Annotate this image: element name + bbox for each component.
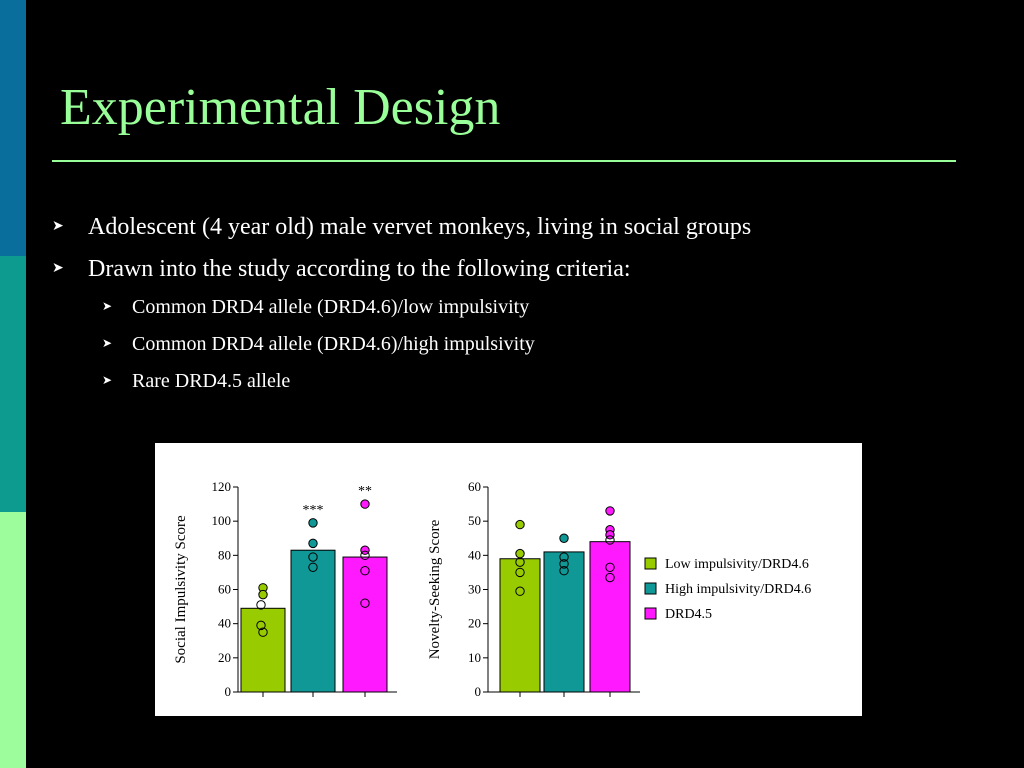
data-point <box>256 620 266 631</box>
data-point <box>605 572 615 583</box>
bar <box>589 541 631 693</box>
data-point <box>515 567 525 578</box>
bar <box>240 607 286 693</box>
y-tick-label: 20 <box>218 650 231 665</box>
side-strip-teal <box>0 256 26 512</box>
sub-bullet-text: Rare DRD4.5 allele <box>132 370 291 392</box>
y-axis-label: Novelty-Seeking Score <box>427 519 443 659</box>
data-point <box>559 566 569 576</box>
data-point <box>605 530 615 540</box>
data-point <box>515 557 525 567</box>
bar <box>543 551 585 693</box>
data-point <box>515 586 525 596</box>
arrowhead-bullet-icon: ➤ <box>102 299 113 313</box>
arrowhead-bullet-icon: ➤ <box>52 261 64 276</box>
bullet-item: ➤ Adolescent (4 year old) male vervet mo… <box>52 214 752 241</box>
data-point <box>360 566 370 576</box>
arrowhead-bullet-icon: ➤ <box>52 219 64 234</box>
sub-bullet-text: Common DRD4 allele (DRD4.6)/high impulsi… <box>132 333 535 355</box>
data-point <box>605 562 615 572</box>
data-point <box>360 550 370 561</box>
data-point <box>308 552 318 562</box>
y-tick-label: 0 <box>475 684 482 699</box>
side-color-strip <box>0 0 26 768</box>
y-tick-label: 10 <box>468 650 481 665</box>
data-point <box>559 552 569 562</box>
legend-label: DRD4.5 <box>665 607 712 622</box>
y-tick-label: 20 <box>468 616 481 631</box>
title-underline <box>52 160 956 162</box>
sub-bullet-text: Common DRD4 allele (DRD4.6)/low impulsiv… <box>132 296 530 318</box>
y-tick-label: 0 <box>225 684 232 699</box>
significance-annotation: ** <box>358 484 372 499</box>
legend-swatch <box>644 607 657 620</box>
y-tick-label: 40 <box>218 616 231 631</box>
y-tick-label: 100 <box>212 513 232 528</box>
y-tick-label: 60 <box>218 582 231 597</box>
sub-bullet-item: ➤ Rare DRD4.5 allele <box>102 370 291 393</box>
significance-annotation: *** <box>303 503 324 518</box>
bar <box>342 556 388 693</box>
bullet-item: ➤ Drawn into the study according to the … <box>52 256 631 283</box>
data-point <box>559 559 569 569</box>
sub-bullet-item: ➤ Common DRD4 allele (DRD4.6)/high impul… <box>102 333 535 356</box>
slide-title: Experimental Design <box>60 79 501 136</box>
data-point <box>559 533 569 543</box>
data-point <box>605 535 615 545</box>
arrowhead-bullet-icon: ➤ <box>102 373 113 387</box>
data-point <box>515 548 525 559</box>
arrowhead-bullet-icon: ➤ <box>102 336 113 350</box>
data-point <box>515 519 525 530</box>
y-tick-label: 60 <box>468 479 481 494</box>
side-strip-green <box>0 512 26 768</box>
data-point <box>360 545 370 555</box>
legend-label: High impulsivity/DRD4.6 <box>665 582 811 597</box>
y-axis-label: Social Impulsivity Score <box>173 515 189 664</box>
y-tick-label: 30 <box>468 582 481 597</box>
legend-swatch <box>644 582 657 595</box>
side-strip-blue <box>0 0 26 256</box>
bar <box>290 549 336 693</box>
y-tick-label: 40 <box>468 547 481 562</box>
data-point <box>308 518 318 528</box>
bar <box>499 558 541 693</box>
y-tick-label: 50 <box>468 513 481 528</box>
data-point <box>605 506 615 516</box>
legend-swatch <box>644 557 657 570</box>
data-point <box>258 627 268 637</box>
data-point <box>360 499 370 509</box>
data-point <box>360 598 370 608</box>
bullet-text: Adolescent (4 year old) male vervet monk… <box>88 214 752 240</box>
y-tick-label: 80 <box>218 547 231 562</box>
figure-panel: 0 20 40 60 80 100 120 Social Impulsivity Score *… <box>155 443 862 716</box>
y-tick-label: 120 <box>212 479 232 494</box>
bullet-text: Drawn into the study according to the fo… <box>88 256 631 282</box>
sub-bullet-item: ➤ Common DRD4 allele (DRD4.6)/low impuls… <box>102 296 530 319</box>
data-point <box>256 600 266 610</box>
data-point <box>308 538 318 549</box>
data-point <box>308 562 318 572</box>
legend-label: Low impulsivity/DRD4.6 <box>665 557 809 572</box>
data-point <box>258 589 268 600</box>
